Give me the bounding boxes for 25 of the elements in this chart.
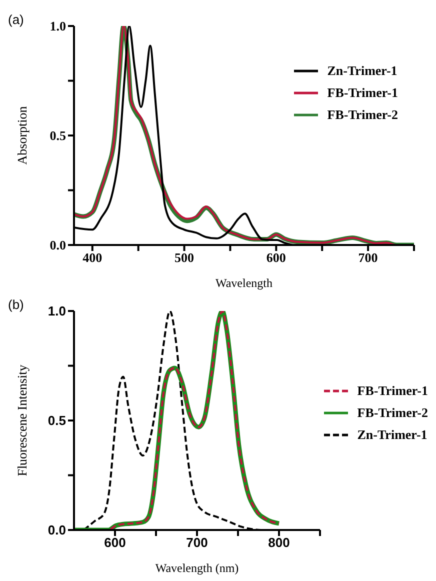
- x-tick-label: 600: [266, 250, 286, 266]
- y-axis-title: Fluorescene Intensity: [14, 364, 30, 476]
- x-tick-label: 700: [186, 535, 208, 550]
- y-tick-label: 1.0: [50, 18, 66, 34]
- x-tick-label: 500: [174, 250, 194, 266]
- x-tick-label: 400: [82, 250, 102, 266]
- legend-label: Zn-Trimer-1: [357, 427, 428, 443]
- y-tick-label: 1.0: [48, 304, 66, 319]
- text: (b): [8, 297, 24, 312]
- legend-label: FB-Trimer-1: [327, 85, 398, 101]
- text: (a): [8, 12, 24, 27]
- legend-label: FB-Trimer-2: [357, 405, 428, 421]
- x-axis-title: Wavelength (nm): [155, 561, 239, 575]
- y-tick-label: 0.5: [50, 128, 66, 144]
- legend-label: FB-Trimer-1: [357, 383, 428, 399]
- x-axis-title: Wavelength: [215, 276, 273, 290]
- x-tick-label: 800: [268, 535, 290, 550]
- legend-label: FB-Trimer-2: [327, 107, 398, 123]
- y-tick-label: 0.5: [48, 413, 66, 428]
- x-tick-label: 700: [358, 250, 378, 266]
- x-tick-label: 600: [104, 535, 126, 550]
- y-tick-label: 0.0: [50, 238, 66, 253]
- y-axis-title: Absorption: [14, 106, 30, 165]
- legend-label: Zn-Trimer-1: [327, 63, 398, 79]
- y-tick-label: 0.0: [48, 522, 66, 538]
